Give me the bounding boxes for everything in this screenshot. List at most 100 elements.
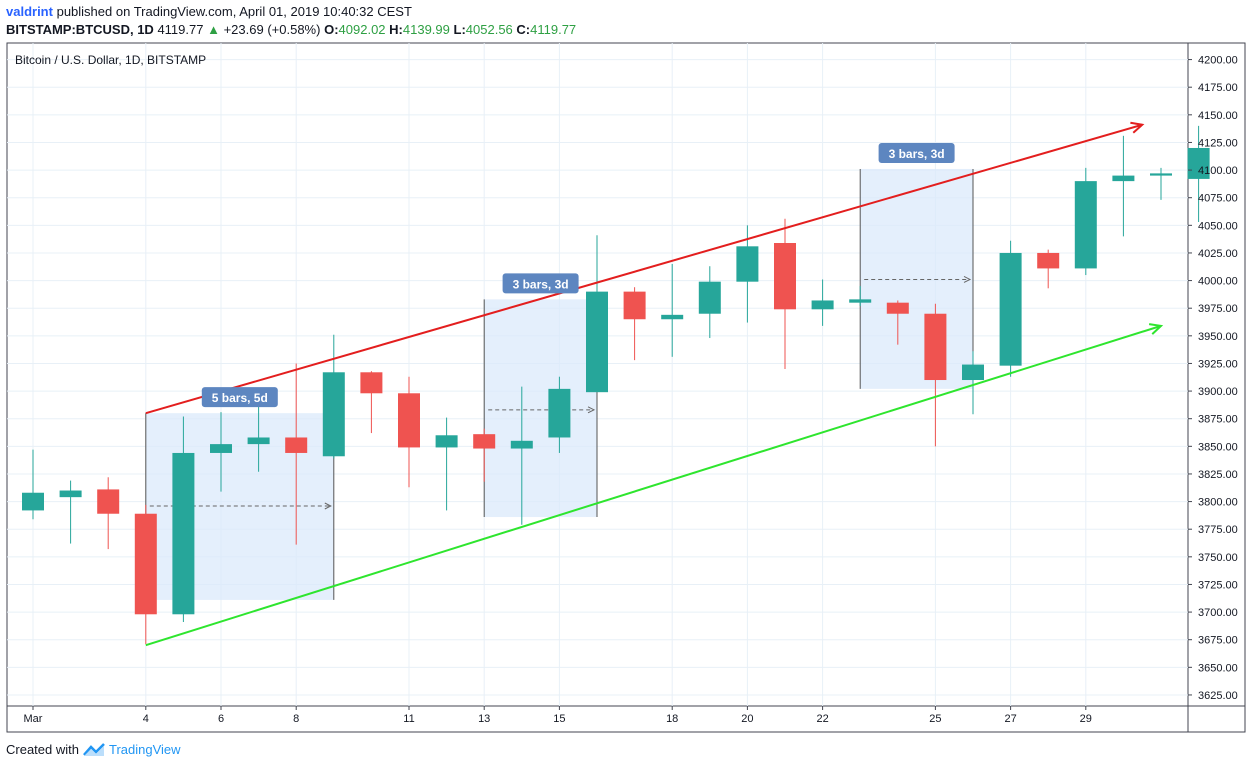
y-tick-label: 4175.00: [1198, 82, 1238, 94]
y-tick-label: 4050.00: [1198, 220, 1238, 232]
y-tick-label: 4150.00: [1198, 110, 1238, 122]
y-tick-label: 3825.00: [1198, 469, 1238, 481]
candle-body: [360, 372, 383, 394]
candle-body: [285, 437, 308, 453]
ohlc-close-label: C:: [516, 22, 531, 37]
range-box-label-bg: [878, 142, 955, 163]
candle-body: [22, 492, 44, 511]
x-tick-label: 4: [143, 713, 149, 725]
trendline-arrowhead: [1130, 121, 1145, 134]
x-tick-label: 22: [816, 713, 828, 725]
y-tick-label: 3775.00: [1198, 524, 1238, 536]
y-tick-label: 4025.00: [1198, 248, 1238, 260]
candle-body: [548, 388, 571, 438]
y-tick-label: 3750.00: [1198, 552, 1238, 564]
candle-body: [1074, 181, 1097, 269]
x-tick-label: 6: [218, 713, 224, 725]
candle-body: [322, 372, 345, 457]
trendline-arrowhead: [1148, 323, 1164, 335]
candle-body: [435, 435, 458, 448]
trendline-support: [145, 324, 1162, 647]
candle-body: [473, 434, 496, 449]
candle-body: [510, 440, 533, 449]
publish-info: valdrint published on TradingView.com, A…: [6, 4, 412, 19]
up-triangle-icon: ▲: [207, 22, 220, 37]
x-tick-label: Mar: [24, 713, 43, 725]
range-box-label: 5 bars, 5d: [212, 391, 268, 405]
range-box-label: 3 bars, 3d: [889, 147, 945, 161]
candle-body: [661, 314, 684, 320]
last-price: 4119.77: [157, 22, 204, 37]
price-axis[interactable]: 3625.00 3650.00 3675.00 3700.00 3725.00 3750.…: [1188, 55, 1238, 702]
y-tick-label: 3675.00: [1198, 635, 1238, 647]
ohlc-open-value: 4092.02: [338, 22, 386, 37]
ohlc-close-value: 4119.77: [530, 22, 577, 37]
x-tick-label: 13: [478, 713, 490, 725]
trendline-resistance: [145, 123, 1143, 415]
candle-body: [1150, 173, 1172, 176]
x-tick-label: 29: [1080, 713, 1092, 725]
range-box: [860, 168, 973, 389]
candle-body: [962, 364, 984, 381]
y-tick-label: 3950.00: [1198, 331, 1238, 343]
candle-body: [398, 393, 420, 448]
created-with-text: Created with: [6, 742, 79, 757]
y-tick-label: 3850.00: [1198, 441, 1238, 453]
trendlines: [145, 121, 1164, 647]
candles: [22, 125, 1210, 645]
candle-body: [736, 246, 759, 282]
ohlc-high-value: 4139.99: [402, 22, 450, 37]
range-box-arrowhead: [324, 502, 332, 510]
y-tick-label: 3900.00: [1198, 386, 1238, 398]
candle-body: [1112, 175, 1135, 182]
symbol-name: BITSTAMP:BTCUSD, 1D: [6, 22, 154, 37]
y-tick-label: 3925.00: [1198, 358, 1238, 370]
y-tick-label: 3625.00: [1198, 690, 1238, 702]
x-tick-label: 27: [1004, 713, 1016, 725]
ohlc-open-label: O:: [324, 22, 339, 37]
candle-body: [134, 513, 157, 615]
candle-body: [1187, 147, 1210, 179]
candle-body: [210, 444, 232, 453]
y-tick-label: 3875.00: [1198, 414, 1238, 426]
candle-body: [774, 243, 796, 310]
candle-body: [586, 291, 608, 393]
publish-text: published on TradingView.com, April 01, …: [56, 4, 412, 19]
x-tick-label: 8: [293, 713, 299, 725]
y-tick-label: 3800.00: [1198, 497, 1238, 509]
y-tick-label: 4100.00: [1198, 165, 1238, 177]
y-tick-label: 3700.00: [1198, 607, 1238, 619]
y-tick-label: 3725.00: [1198, 579, 1238, 591]
x-tick-label: 11: [403, 713, 414, 725]
ohlc-low-label: L:: [453, 22, 466, 37]
tradingview-brand[interactable]: TradingView: [108, 742, 181, 757]
range-box-label-bg: [201, 387, 278, 408]
y-tick-label: 4000.00: [1198, 276, 1238, 288]
ohlc-open: O:4092.02: [324, 22, 385, 37]
y-tick-label: 4200.00: [1198, 55, 1238, 67]
range-box-arrowhead: [963, 276, 972, 283]
range-box-label-bg: [502, 273, 579, 294]
y-tick-label: 4125.00: [1198, 137, 1238, 149]
y-tick-label: 4075.00: [1198, 193, 1238, 205]
candle-body: [924, 313, 947, 381]
ohlc-low: L:4052.56: [454, 22, 513, 37]
ohlc-high: H:4139.99: [389, 22, 450, 37]
x-tick-label: 25: [929, 713, 941, 725]
range-box-arrowhead: [587, 406, 596, 414]
range-box-labels: 5 bars, 5d 3 bars, 3d 3 bars, 3d: [201, 142, 955, 408]
tradingview-logo-icon: [83, 742, 105, 756]
candle-body: [97, 489, 120, 514]
x-tick-label: 20: [741, 713, 753, 725]
candle-body: [849, 299, 872, 303]
price-change: +23.69 (+0.58%): [223, 22, 321, 37]
range-box: [484, 299, 597, 518]
candle-body: [623, 291, 646, 320]
author-link[interactable]: valdrint: [6, 4, 53, 19]
y-tick-label: 3650.00: [1198, 662, 1238, 674]
candle-body: [811, 300, 834, 310]
time-axis[interactable]: Mar 4 6 8 11 13 15 18 20 22 25 27 29: [24, 706, 1092, 725]
symbol-info: BITSTAMP:BTCUSD, 1D 4119.77 ▲ +23.69 (+0…: [6, 22, 576, 37]
footer: Created with TradingView: [6, 742, 181, 757]
